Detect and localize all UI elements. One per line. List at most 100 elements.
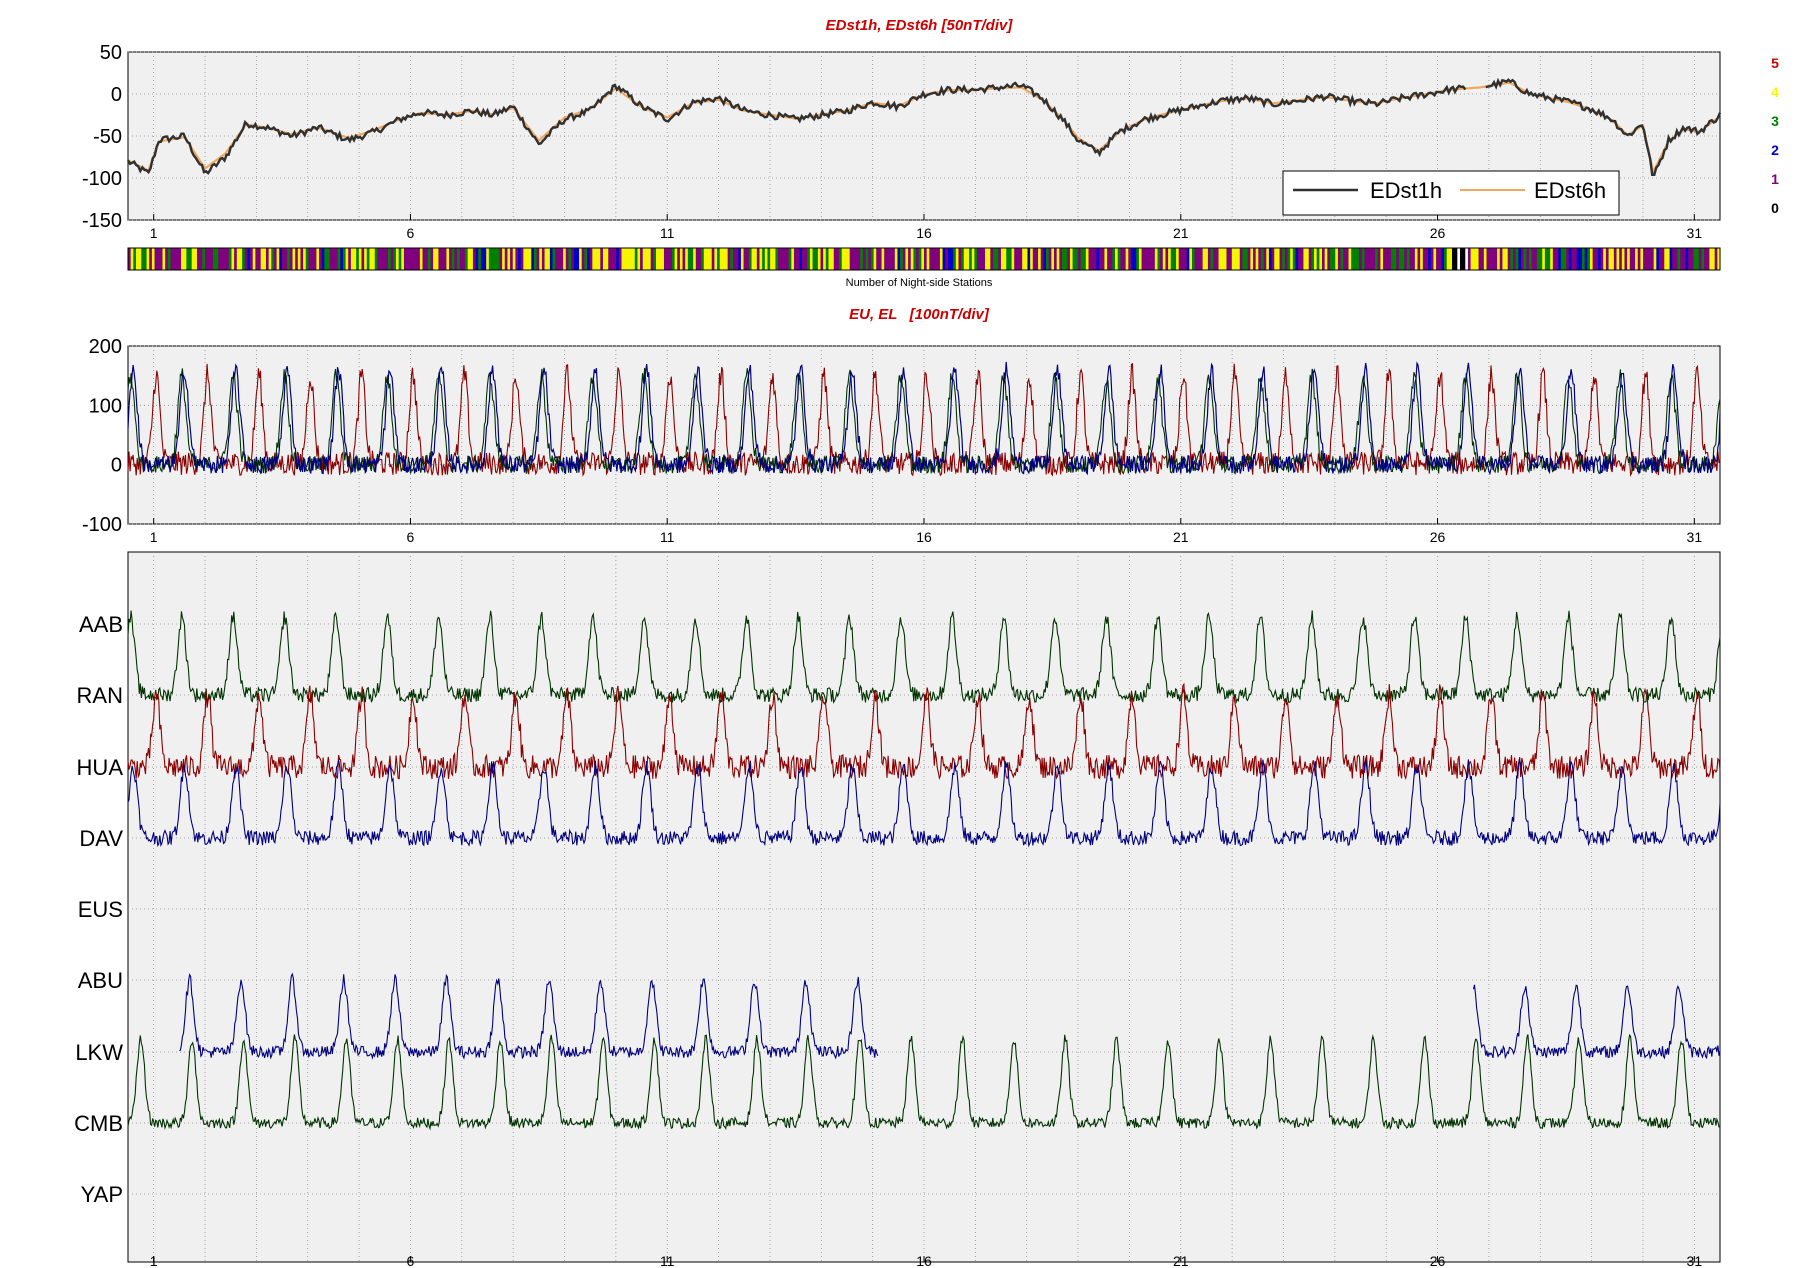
night-side-cell [1054, 248, 1058, 270]
night-side-cell [382, 248, 386, 270]
night-side-cell [544, 248, 548, 270]
night-side-cell [881, 248, 885, 270]
night-side-cell [488, 248, 493, 270]
night-side-cell [913, 248, 917, 270]
night-side-cell [602, 248, 607, 270]
night-side-cell [539, 248, 543, 270]
night-side-cell [1048, 248, 1052, 270]
station-trace-dav [127, 758, 1721, 848]
night-side-cell [154, 248, 158, 270]
night-side-cell [770, 248, 774, 270]
night-side-cell [1141, 248, 1145, 270]
station-label: YAP [81, 1182, 123, 1207]
night-side-cell [1006, 248, 1010, 270]
night-side-cell [223, 248, 227, 270]
night-side-cell [162, 248, 166, 270]
night-side-cell [409, 248, 413, 270]
night-side-cell [1072, 248, 1076, 270]
night-side-cell [1560, 248, 1565, 270]
night-side-cell [1335, 248, 1339, 270]
night-side-cell [361, 248, 365, 270]
night-side-cell [141, 248, 145, 270]
night-side-cell [1499, 248, 1504, 270]
night-side-cell [565, 248, 570, 270]
night-side-cell [992, 248, 997, 270]
night-side-cell [1603, 248, 1607, 270]
night-side-cell [1571, 248, 1575, 270]
night-side-cell [1300, 248, 1305, 270]
night-side-cell [1306, 248, 1310, 270]
night-side-cell [1178, 248, 1182, 270]
night-side-cell [934, 248, 938, 270]
night-side-cell [571, 248, 575, 270]
legend-label-edst6h: EDst6h [1534, 178, 1606, 203]
night-side-cell [772, 248, 777, 270]
night-side-cell [483, 248, 487, 270]
night-side-cell [998, 248, 1002, 270]
x-tick-label: 16 [916, 529, 932, 545]
night-side-cell [568, 248, 572, 270]
night-side-cell [634, 248, 639, 270]
night-side-cell [977, 248, 981, 270]
night-side-cell [518, 248, 522, 270]
night-side-cell [536, 248, 540, 270]
night-side-cell [308, 248, 312, 270]
night-side-cell [1465, 248, 1469, 270]
x-tick-label: 26 [1430, 529, 1446, 545]
x-tick-label: 1 [150, 1253, 158, 1268]
night-side-cell [1483, 248, 1488, 270]
night-side-cell [921, 248, 925, 270]
night-side-cell [411, 248, 416, 270]
night-side-cell [414, 248, 418, 270]
night-side-cell [1701, 248, 1705, 270]
night-side-cell [1184, 248, 1188, 270]
night-side-cell [128, 248, 132, 270]
night-side-cell [1436, 248, 1440, 270]
night-side-cell [1324, 248, 1328, 270]
night-side-cell [1637, 248, 1641, 270]
night-side-cell [754, 248, 758, 270]
night-side-cell [820, 248, 824, 270]
night-side-cell [146, 248, 150, 270]
night-side-cell [1566, 248, 1570, 270]
night-side-cell [435, 248, 440, 270]
night-side-cell [1051, 248, 1055, 270]
night-side-cell [679, 248, 684, 270]
night-side-cell [478, 248, 482, 270]
night-side-cell [510, 248, 514, 270]
night-side-cell [196, 248, 201, 270]
night-side-cell [1191, 248, 1196, 270]
night-side-cell [1130, 248, 1135, 270]
night-side-cell [1250, 248, 1254, 270]
night-side-cell [844, 248, 848, 270]
night-side-cell [1319, 248, 1323, 270]
night-side-cell [1688, 248, 1692, 270]
night-side-cell [1303, 248, 1307, 270]
night-side-cell [1287, 248, 1291, 270]
night-side-cell [796, 248, 800, 270]
night-side-cell [963, 248, 968, 270]
night-side-cell [1621, 248, 1626, 270]
night-side-cell [860, 248, 864, 270]
night-side-cell [1120, 248, 1124, 270]
night-side-cell [1215, 248, 1220, 270]
night-side-cell [1505, 248, 1509, 270]
night-side-cell [918, 248, 922, 270]
night-side-cell [1677, 248, 1681, 270]
night-side-cell [1056, 248, 1060, 270]
x-tick-label: 6 [407, 225, 415, 241]
night-side-cell [1245, 248, 1249, 270]
night-side-cell [520, 248, 524, 270]
night-side-cell [937, 248, 941, 270]
night-side-cell [342, 248, 347, 270]
night-side-cell [1168, 248, 1172, 270]
night-side-cell [464, 248, 469, 270]
night-side-cell [1666, 248, 1671, 270]
night-side-cell [1083, 248, 1087, 270]
night-side-cell [300, 248, 304, 270]
night-side-cell [1022, 248, 1026, 270]
night-side-cell [1658, 248, 1663, 270]
